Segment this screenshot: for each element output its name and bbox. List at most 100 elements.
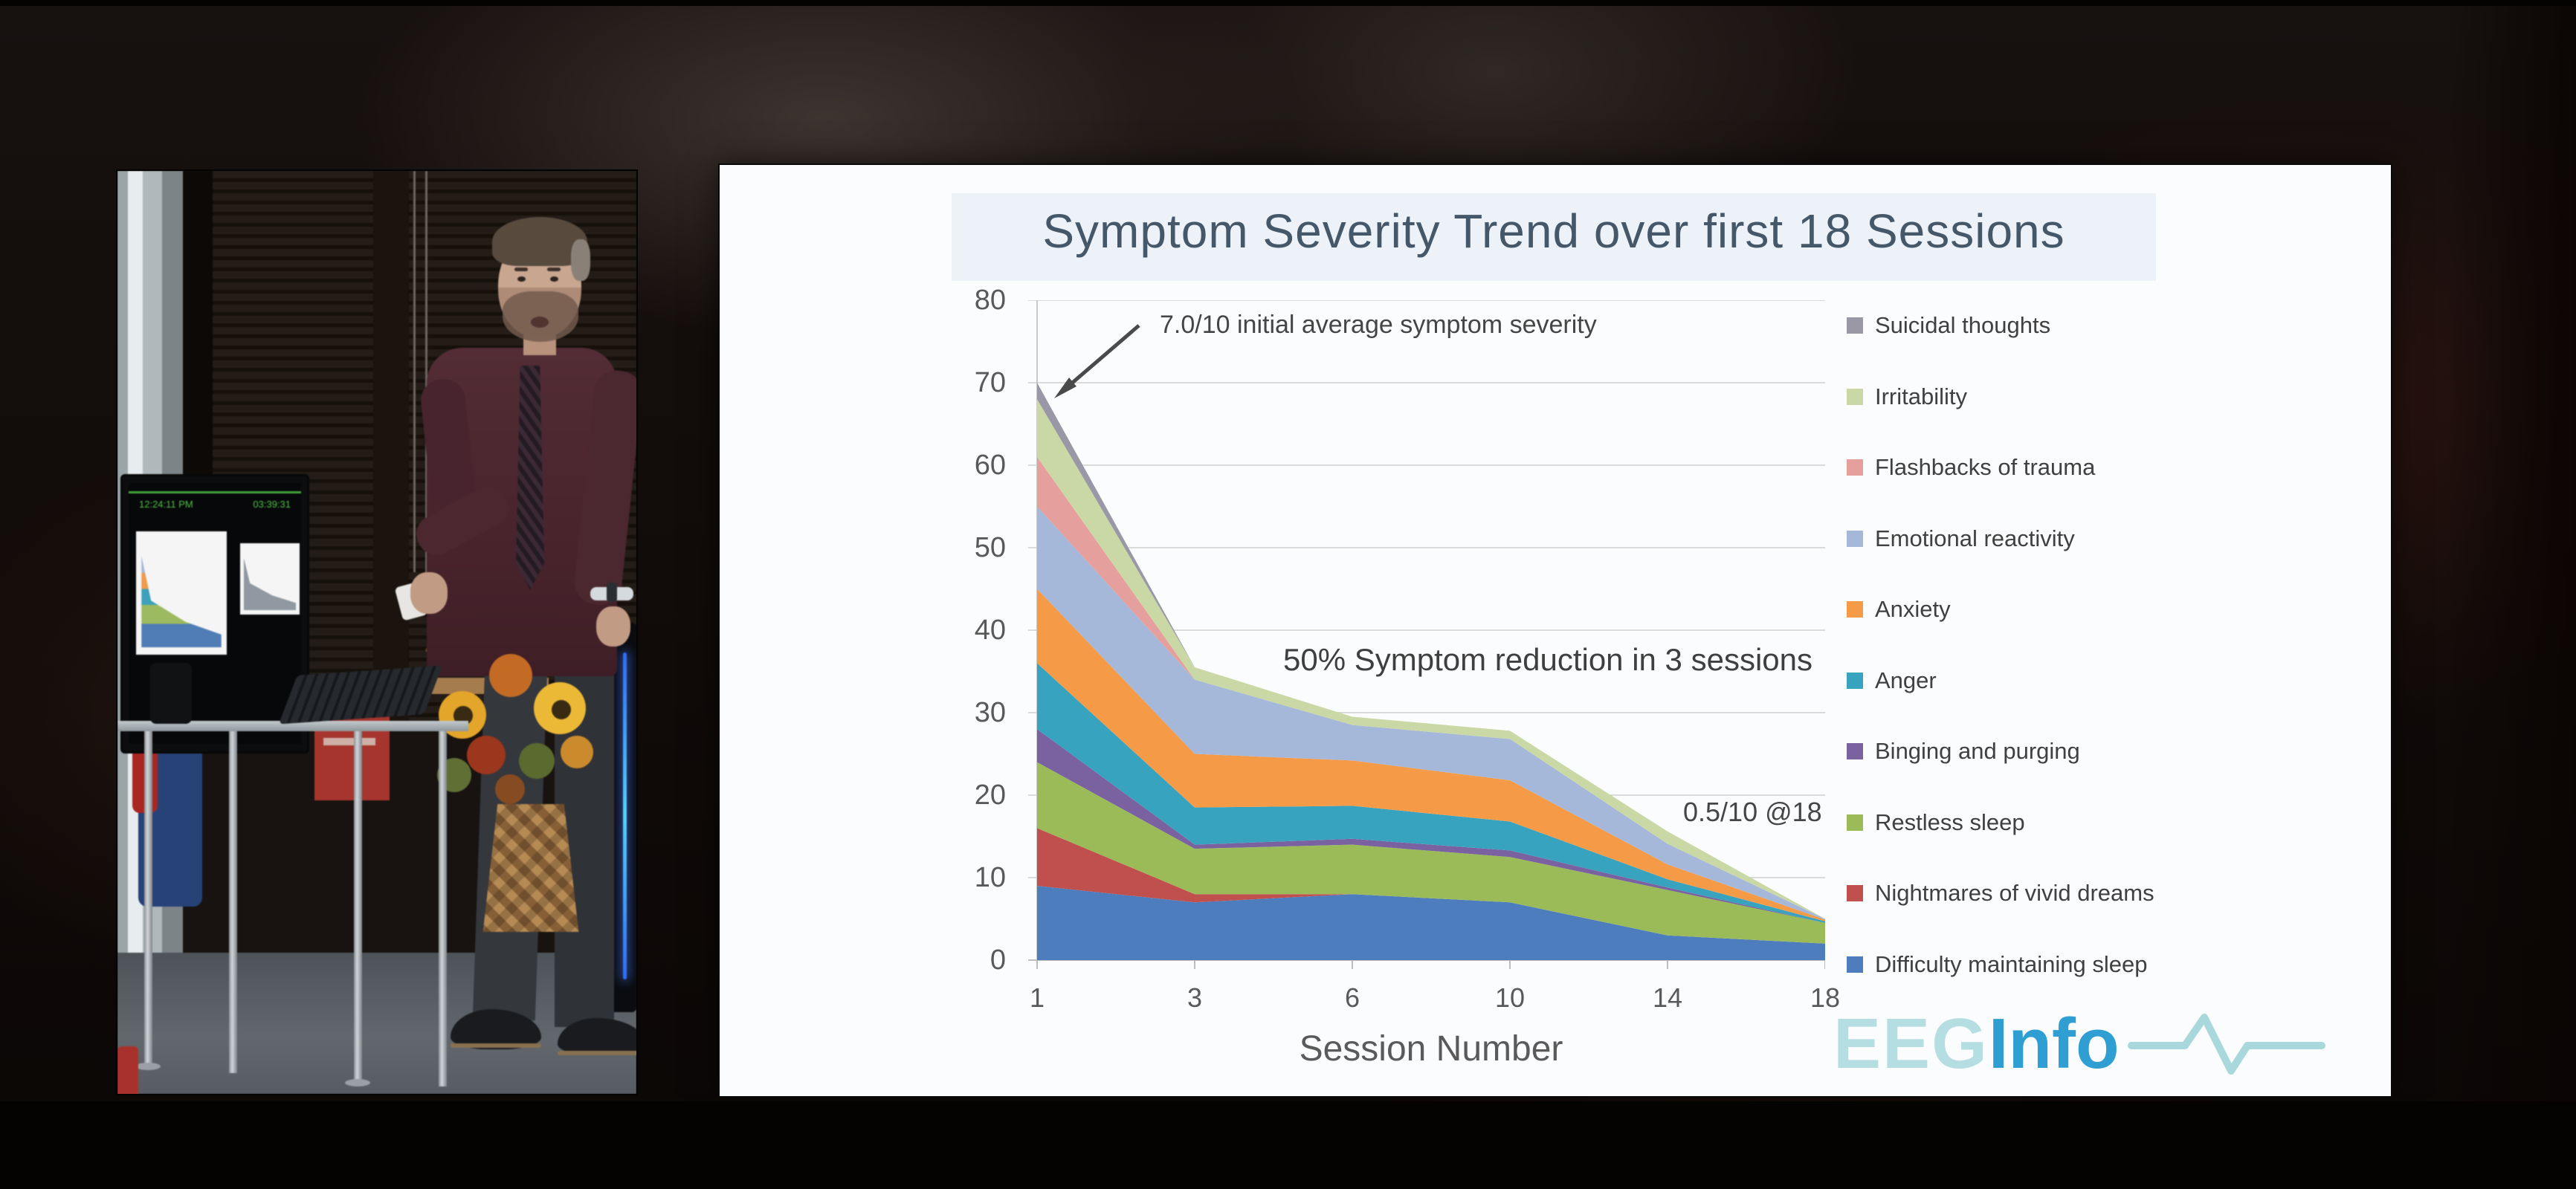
logo-text-info: Info — [1988, 1004, 2120, 1083]
legend-label: Flashbacks of trauma — [1875, 454, 2096, 480]
vase — [482, 804, 579, 932]
eeginfo-logo: EEG Info — [1833, 1003, 2328, 1085]
x-tick-label-1: 1 — [1029, 982, 1045, 1013]
eyebrow — [514, 268, 528, 271]
legend-item-flashbacks-of-trauma: Flashbacks of trauma — [1847, 453, 2095, 482]
flower-center — [552, 700, 571, 719]
legend-item-irritability: Irritability — [1847, 382, 1967, 412]
legend-swatch-icon — [1847, 672, 1863, 689]
eye — [517, 276, 526, 282]
presentation-slide: Symptom Severity Trend over first 18 Ses… — [720, 165, 2391, 1096]
legend-label: Anger — [1875, 667, 1937, 693]
desk-leg — [144, 731, 152, 1067]
x-tick-label-3: 3 — [1187, 982, 1203, 1013]
eyebrow — [547, 268, 561, 271]
pulse-line-icon — [2127, 1014, 2325, 1075]
desk-foot — [345, 1079, 370, 1086]
legend-swatch-icon — [1847, 530, 1863, 547]
letterbox-bar — [0, 1101, 2576, 1189]
logo-text-eeg: EEG — [1833, 1004, 1989, 1083]
legend-label: Nightmares of vivid dreams — [1875, 880, 2154, 906]
chart-legend: Suicidal thoughts Irritability Flashbacks … — [1847, 311, 2263, 979]
background-right-shade — [2446, 0, 2576, 1189]
legend-swatch-icon — [1847, 885, 1863, 901]
x-tick-label-10: 10 — [1494, 982, 1526, 1013]
glass-desk — [117, 721, 468, 731]
legend-item-emotional-reactivity: Emotional reactivity — [1847, 524, 2075, 554]
legend-label: Emotional reactivity — [1875, 525, 2075, 551]
legend-swatch-icon — [1847, 317, 1863, 334]
led-strip — [623, 652, 627, 979]
window-frame — [373, 171, 409, 727]
legend-item-anxiety: Anxiety — [1847, 594, 1951, 624]
legend-item-nightmares-of-vivid-dreams: Nightmares of vivid dreams — [1847, 878, 2154, 908]
presenter-video-inset: 12:24:11 PM 03:39:31 — [117, 171, 636, 1094]
legend-label: Irritability — [1875, 383, 1968, 409]
legend-label: Binging and purging — [1875, 738, 2080, 764]
legend-item-suicidal-thoughts: Suicidal thoughts — [1847, 311, 2050, 340]
mouth — [531, 317, 549, 328]
flower — [561, 736, 593, 768]
mug — [150, 663, 192, 724]
presenter-hair — [571, 239, 590, 281]
slide-thumbnail — [240, 543, 300, 615]
presenter-tie — [516, 366, 544, 590]
x-tick-label-6: 6 — [1344, 982, 1360, 1013]
monitor: 12:24:11 PM 03:39:31 — [120, 474, 309, 754]
letterbox-bar — [0, 0, 2576, 6]
area-series-emotional-reactivity — [1037, 506, 1825, 920]
y-tick-label-70: 70 — [974, 367, 1006, 398]
y-tick-label-60: 60 — [974, 450, 1006, 481]
blind-cord — [425, 171, 427, 572]
slide-title: Symptom Severity Trend over first 18 Ses… — [1042, 204, 2065, 258]
presenter-shoe — [558, 1018, 636, 1055]
y-axis-tick-labels: 0 10 20 30 40 50 60 70 80 — [933, 285, 1016, 976]
y-tick-label-30: 30 — [974, 697, 1006, 728]
area-series-restless-sleep — [1037, 762, 1825, 944]
presenter-hand — [596, 606, 630, 647]
flower — [495, 774, 525, 804]
legend-label: Difficulty maintaining sleep — [1875, 950, 2148, 977]
presenter-scene: 12:24:11 PM 03:39:31 — [117, 171, 636, 1094]
x-tick-label-18: 18 — [1810, 982, 1841, 1013]
area-series-anxiety — [1037, 589, 1825, 921]
legend-item-restless-sleep: Restless sleep — [1847, 808, 2025, 838]
flower — [489, 654, 532, 697]
y-tick-label-20: 20 — [974, 780, 1006, 811]
thumbnail-chart — [243, 557, 297, 611]
legend-swatch-icon — [1847, 459, 1863, 476]
desk-leg — [354, 731, 362, 1081]
red-bottle — [117, 1046, 138, 1094]
presenter-hand — [410, 572, 448, 614]
x-axis-title: Session Number — [1299, 1029, 1563, 1069]
shoe-sole — [451, 1043, 541, 1048]
legend-item-binging-and-purging: Binging and purging — [1847, 736, 2080, 766]
y-tick-label-40: 40 — [974, 615, 1006, 646]
eye — [550, 276, 558, 282]
monitor-timer: 03:39:31 — [253, 499, 291, 510]
leaves — [519, 743, 555, 779]
wristwatch-face — [607, 583, 617, 602]
desk-foot — [135, 1063, 161, 1070]
thumbnail-chart — [141, 556, 222, 648]
desk-leg — [229, 731, 237, 1073]
box-label — [323, 738, 375, 745]
monitor-clock: 12:24:11 PM — [139, 499, 193, 510]
blind-cord — [413, 171, 416, 572]
legend-swatch-icon — [1847, 956, 1863, 973]
y-tick-label-50: 50 — [974, 532, 1006, 563]
x-axis-tick-labels: 1 3 6 10 14 18 — [1030, 982, 1840, 1020]
annotation-reduction: 50% Symptom reduction in 3 sessions — [1282, 642, 1812, 677]
y-tick-label-0: 0 — [990, 945, 1006, 976]
shoe-sole — [558, 1051, 636, 1055]
y-tick-label-10: 10 — [974, 862, 1006, 893]
legend-label: Anxiety — [1875, 596, 1951, 622]
desk-leg — [439, 731, 447, 1086]
annotation-initial-severity: 7.0/10 initial average symptom severity — [1160, 311, 1597, 339]
area-series-difficulty-maintaining-sleep — [1037, 886, 1825, 960]
legend-label: Restless sleep — [1875, 809, 2025, 835]
legend-swatch-icon — [1847, 743, 1863, 759]
legend-item-anger: Anger — [1847, 666, 1937, 696]
screen-divider-line — [129, 491, 301, 493]
